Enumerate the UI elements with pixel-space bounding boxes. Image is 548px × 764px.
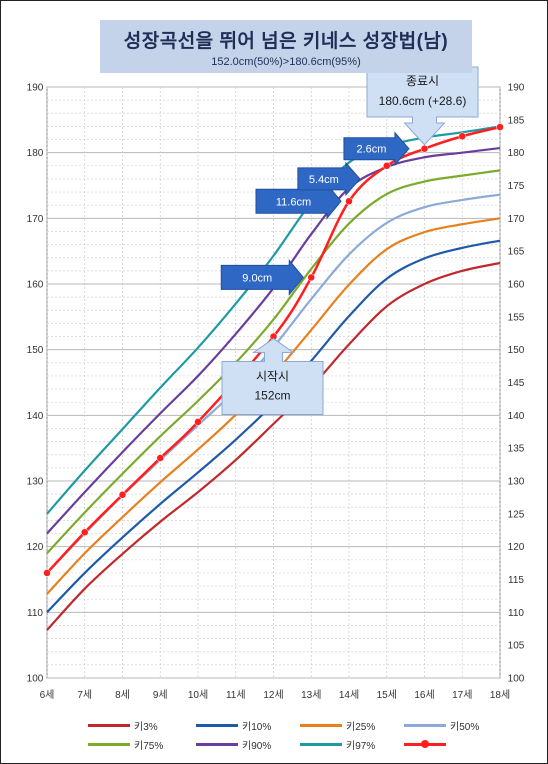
data-point <box>307 273 315 282</box>
data-point <box>156 454 164 462</box>
chart-subtitle: 152.0cm(50%)>180.6cm(95%) <box>211 56 361 68</box>
y-tick-right: 190 <box>508 83 525 94</box>
x-tick: 15세 <box>377 689 397 701</box>
y-tick-left: 160 <box>27 280 44 291</box>
title-box: 성장곡선을 뛰어 넘은 키네스 성장법(남) 152.0cm(50%)>180.… <box>100 20 472 73</box>
y-tick-right: 175 <box>508 181 525 192</box>
data-point <box>458 132 466 140</box>
legend-item: 키50% <box>404 718 504 733</box>
legend-swatch <box>196 743 238 746</box>
data-point <box>383 162 391 170</box>
annotation-arrow <box>297 161 361 197</box>
y-tick-right: 170 <box>508 214 525 225</box>
chart-title: 성장곡선을 뛰어 넘은 키네스 성장법(남) <box>123 31 449 52</box>
y-tick-right: 135 <box>508 444 525 455</box>
legend-item: 키75% <box>88 737 188 752</box>
y-tick-right: 160 <box>508 280 525 291</box>
growth-chart: 100 110 120 130 140 150 160 170 180 190 100 105 110 1… <box>27 66 525 701</box>
legend-swatch <box>300 743 342 746</box>
legend: 키3% 키10% 키25% 키50% 키75% 키90% 키97% <box>0 712 548 762</box>
x-tick: 6세 <box>40 689 55 701</box>
legend-item: 키90% <box>196 737 296 752</box>
x-tick: 14세 <box>339 689 359 701</box>
legend-label: 키10% <box>242 722 272 733</box>
series-line-키75% <box>46 169 501 554</box>
series-line-키3% <box>46 261 501 631</box>
annotation-arrow <box>343 131 410 167</box>
data-point <box>43 569 51 577</box>
y-tick-left: 150 <box>27 345 44 356</box>
y-tick-right: 130 <box>508 477 525 488</box>
legend-label: 키3% <box>134 722 158 733</box>
legend-label: 키50% <box>450 722 480 733</box>
y-tick-right: 125 <box>508 509 525 520</box>
y-tick-left: 190 <box>27 83 44 94</box>
data-point <box>345 197 353 206</box>
annotation-label: 2.6cm <box>356 144 386 156</box>
x-tick: 13세 <box>301 689 321 701</box>
legend-swatch <box>404 724 446 727</box>
end-callout-value: 180.6cm (+28.6) <box>379 94 467 108</box>
y-tick-right: 105 <box>508 641 525 652</box>
end-callout <box>366 66 479 146</box>
y-tick-right: 115 <box>508 575 524 586</box>
annotation-label: 5.4cm <box>309 174 339 186</box>
y-tick-right: 110 <box>508 608 524 619</box>
y-tick-left: 120 <box>27 542 44 553</box>
data-point <box>81 528 89 536</box>
x-tick: 8세 <box>115 689 130 701</box>
start-callout-label: 시작시 <box>256 370 289 384</box>
data-point <box>496 123 504 131</box>
annotation-arrow <box>220 259 304 296</box>
y-tick-right: 155 <box>508 312 525 323</box>
end-callout-label: 종료시 <box>406 74 439 88</box>
x-tick: 9세 <box>153 689 168 701</box>
y-tick-left: 110 <box>27 608 43 619</box>
y-tick-left: 180 <box>27 148 44 159</box>
y-tick-right: 165 <box>508 247 525 258</box>
data-point <box>420 144 429 153</box>
legend-item: 키3% <box>88 718 188 733</box>
legend-item: 키10% <box>196 718 296 733</box>
x-tick: 18세 <box>490 689 510 701</box>
y-tick-left: 140 <box>27 411 44 422</box>
y-tick-right: 120 <box>508 542 525 553</box>
y-tick-right: 100 <box>508 674 525 685</box>
x-tick: 7세 <box>77 689 92 701</box>
legend-label: 키97% <box>346 741 376 752</box>
legend-item: 키25% <box>300 718 400 733</box>
y-tick-left: 170 <box>27 214 44 225</box>
legend-item <box>404 737 504 751</box>
annotation-label: 11.6cm <box>276 196 311 208</box>
y-tick-right: 180 <box>508 148 525 159</box>
y-tick-right: 150 <box>508 345 525 356</box>
data-point <box>118 491 127 499</box>
legend-label: 키90% <box>242 741 272 752</box>
x-tick: 16세 <box>414 689 434 701</box>
legend-swatch <box>88 724 130 727</box>
legend-label: 키25% <box>346 722 376 733</box>
legend-swatch <box>300 724 342 727</box>
y-tick-left: 100 <box>27 674 44 685</box>
annotation-label: 9.0cm <box>242 272 272 284</box>
legend-marker <box>421 740 429 748</box>
y-tick-left: 130 <box>27 477 44 488</box>
y-tick-right: 185 <box>508 115 525 126</box>
x-tick: 11세 <box>226 689 246 701</box>
legend-item: 키97% <box>300 737 400 752</box>
data-point <box>194 418 202 426</box>
x-tick: 17세 <box>452 689 472 701</box>
legend-label: 키75% <box>134 741 164 752</box>
start-callout <box>221 337 324 416</box>
x-tick: 10세 <box>188 689 208 701</box>
y-tick-right: 145 <box>508 378 525 389</box>
start-callout-value: 152cm <box>254 389 290 403</box>
y-tick-right: 140 <box>508 411 525 422</box>
legend-swatch <box>196 724 238 727</box>
legend-swatch <box>88 743 130 746</box>
x-tick: 12세 <box>263 689 283 701</box>
